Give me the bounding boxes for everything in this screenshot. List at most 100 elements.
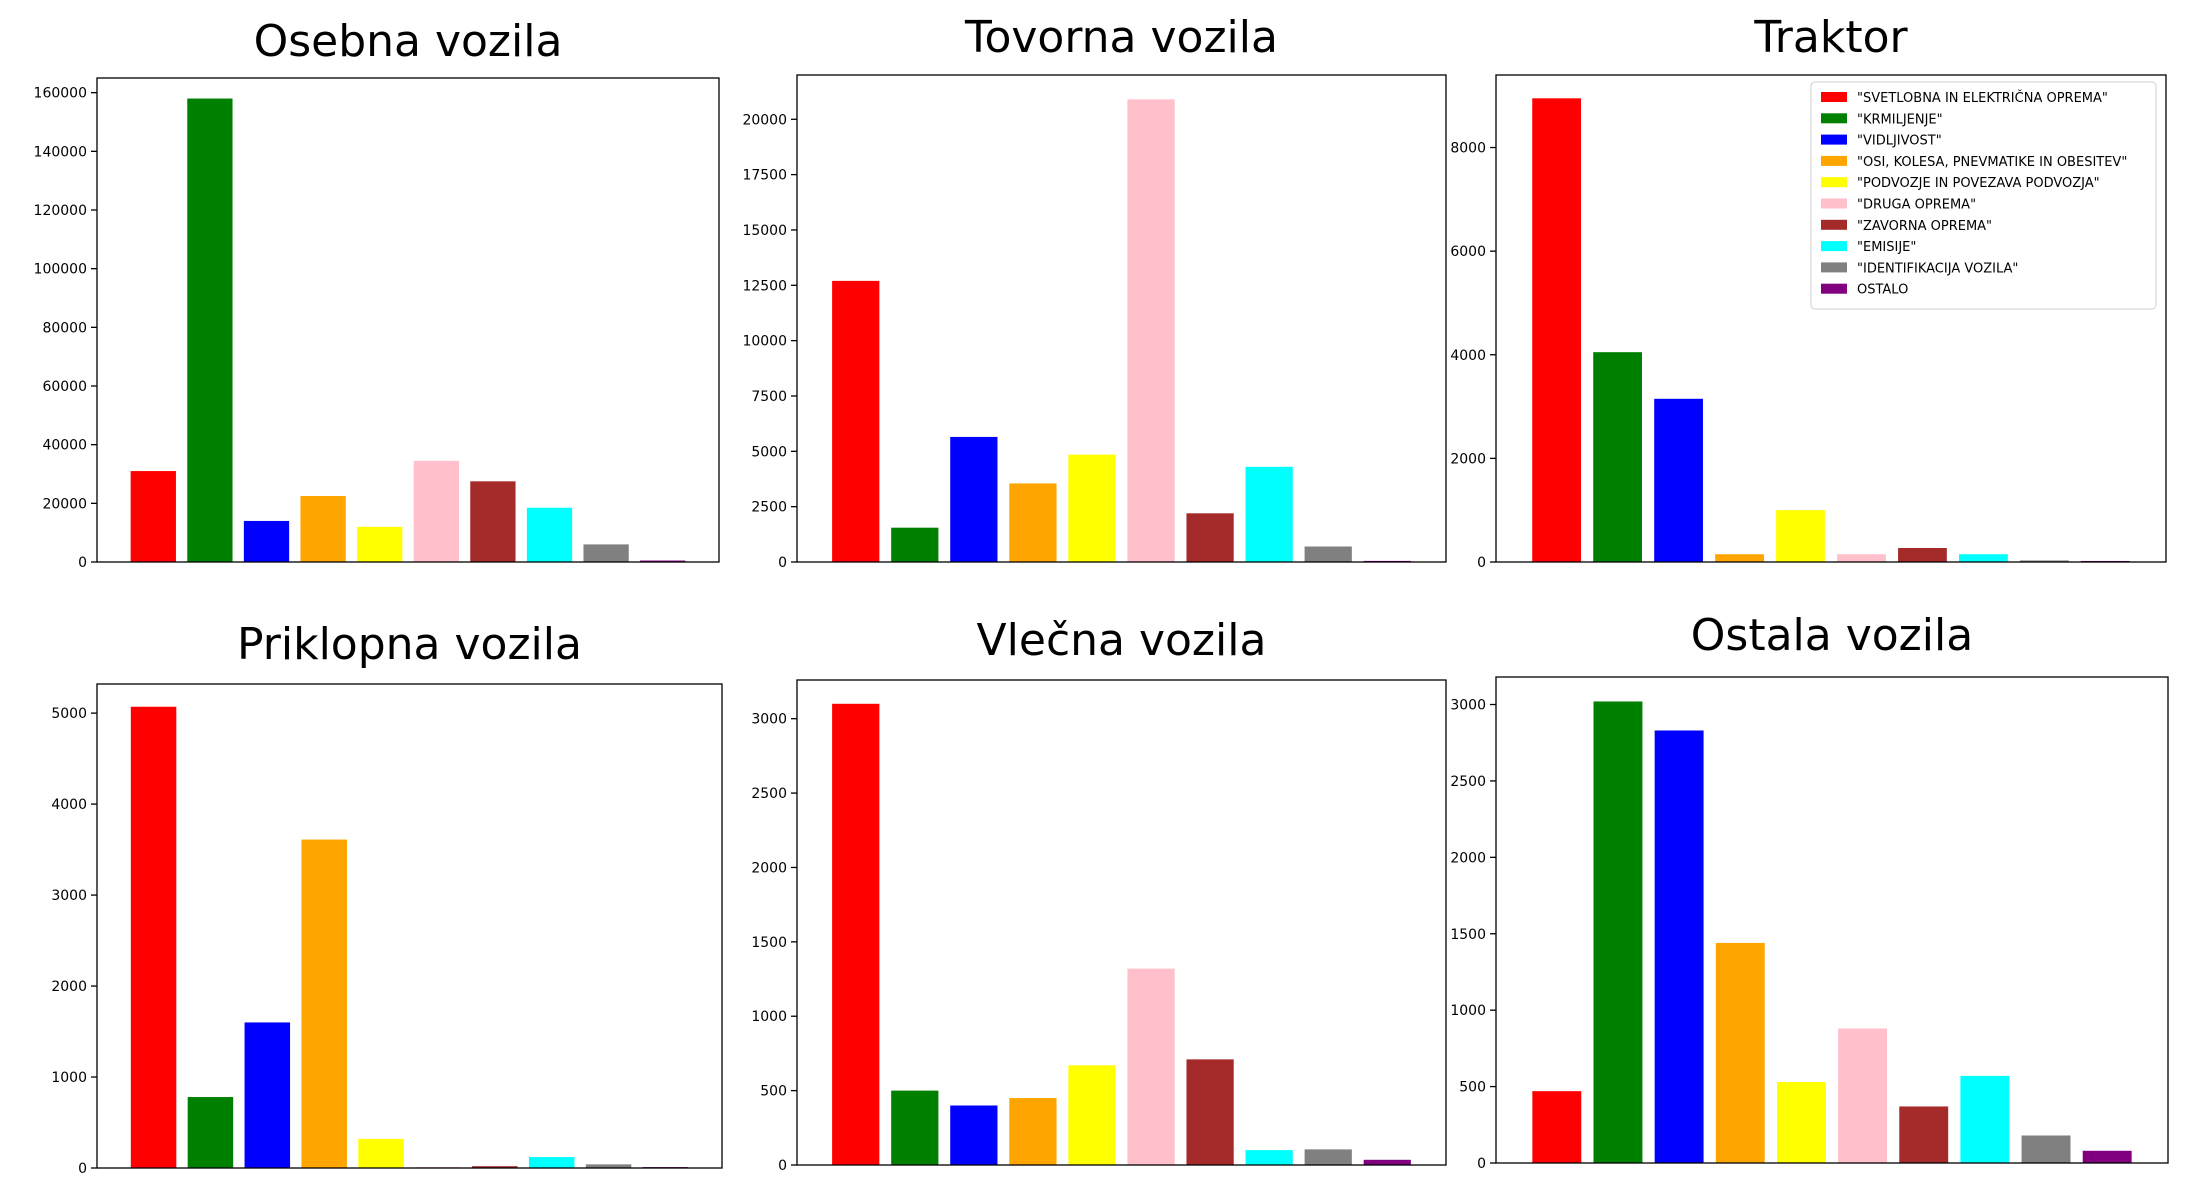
legend-entry: "EMISIJE" [1857,240,1916,255]
y-tick-label: 4000 [51,797,87,813]
bar [1532,1091,1582,1163]
axes-frame [96,683,723,1169]
bar [1532,98,1582,562]
chart-panel-1: Osebna vozila 0 20000 40000 60000 80000 100000… [34,16,720,571]
y-tick-label: 2000 [1450,451,1486,467]
legend-entry: "PODVOZJE IN POVEZAVA PODVOZJA" [1857,176,2100,191]
y-tick-label: 2500 [751,500,787,516]
y-tick-label: 12500 [742,278,787,294]
y-tick-label: 140000 [34,144,87,160]
legend-entry: "OSI, KOLESA, PNEVMATIKE IN OBESITEV" [1857,155,2127,170]
bar [1715,942,1765,1163]
y-tick-label: 120000 [34,203,87,219]
bar [1898,548,1947,562]
legend-entry: "ZAVORNA OPREMA" [1857,219,1992,234]
y-tick-label: 0 [778,1158,787,1174]
bar [472,1166,518,1168]
y-tick-label: 3000 [1450,698,1486,714]
bar [1837,554,1886,562]
y-tick-label: 15000 [742,223,787,239]
chart-title: Osebna vozila [254,16,563,67]
y-tick-label: 2000 [1450,850,1486,866]
chart-title: Ostala vozila [1691,610,1973,661]
bar [891,527,939,562]
bar [1009,483,1057,562]
bar [2020,560,2069,562]
y-tick-label: 0 [1477,555,1486,571]
chart-title: Priklopna vozila [237,619,582,670]
legend: "SVETLOBNA IN ELEKTRIČNA OPREMA" "KRMILJE… [1810,81,2157,310]
y-tick-label: 0 [778,555,787,571]
y-tick-label: 20000 [742,112,787,128]
legend-entry: OSTALO [1857,283,1908,298]
y-tick-label: 100000 [34,262,87,278]
y-tick-label: 1000 [1450,1003,1486,1019]
bar [1068,454,1116,562]
bar [1654,398,1703,562]
bar [583,544,629,562]
y-tick-label: 3000 [751,712,787,728]
bar [585,1164,632,1168]
y-tick-label: 0 [78,1161,87,1177]
legend-entry: "DRUGA OPREMA" [1857,198,1976,213]
legend-swatch [1821,283,1847,294]
bar [1127,968,1175,1165]
chart-panel-5: Vlečna vozila 0 500 1000 1500 2000 2500 3000 [751,615,1447,1174]
bar [1304,1149,1352,1165]
bar [187,1097,234,1168]
bar [1654,730,1704,1163]
bar [470,481,516,562]
bar [640,560,686,562]
bar [1304,546,1352,562]
legend-swatch [1821,134,1847,145]
bar [1245,1150,1293,1165]
bar [832,280,880,562]
legend-swatch [1821,155,1847,166]
chart-panel-2: Tovorna vozila 0 2500 5000 7500 10000 12500 150… [742,12,1447,571]
y-tick-label: 20000 [42,496,87,512]
y-tick-label: 1000 [51,1070,87,1086]
y-tick-label: 8000 [1450,141,1486,157]
bar [1899,1106,1949,1163]
bar [2082,1150,2132,1163]
legend-swatch [1821,113,1847,124]
y-tick-label: 1000 [751,1009,787,1025]
bar [1960,1075,2010,1163]
y-tick-label: 1500 [751,935,787,951]
bar [1186,1059,1234,1165]
bar [1715,554,1764,562]
bar [832,703,880,1165]
bar [2021,1135,2071,1163]
y-tick-label: 2000 [751,860,787,876]
y-tick-label: 500 [760,1084,787,1100]
y-tick-label: 500 [1459,1080,1486,1096]
bar [358,1138,404,1168]
y-tick-label: 5000 [51,706,87,722]
y-tick-label: 6000 [1450,244,1486,260]
legend-entry: "SVETLOBNA IN ELEKTRIČNA OPREMA" [1857,90,2108,106]
bar [1838,1028,1888,1163]
bar [1127,99,1175,562]
axes-frame [1495,74,2167,563]
bar [891,1090,939,1165]
y-tick-label: 2500 [1450,774,1486,790]
bar [950,436,998,562]
bar [130,471,176,562]
bar [1009,1098,1057,1165]
bar [1245,466,1293,562]
bar [1593,352,1642,562]
bar [1068,1065,1116,1165]
chart-title: Tovorna vozila [964,12,1278,63]
chart-panel-6: Ostala vozila 0 500 1000 1500 2000 2500 3000 [1450,610,2169,1172]
legend-swatch [1821,219,1847,230]
legend-swatch [1821,262,1847,273]
bar [300,496,346,562]
bar [301,839,347,1168]
y-tick-label: 3000 [51,888,87,904]
legend-frame [1810,81,2157,310]
y-tick-label: 1500 [1450,927,1486,943]
legend-swatch [1821,177,1847,188]
bar [1776,510,1825,562]
y-tick-label: 60000 [42,379,87,395]
